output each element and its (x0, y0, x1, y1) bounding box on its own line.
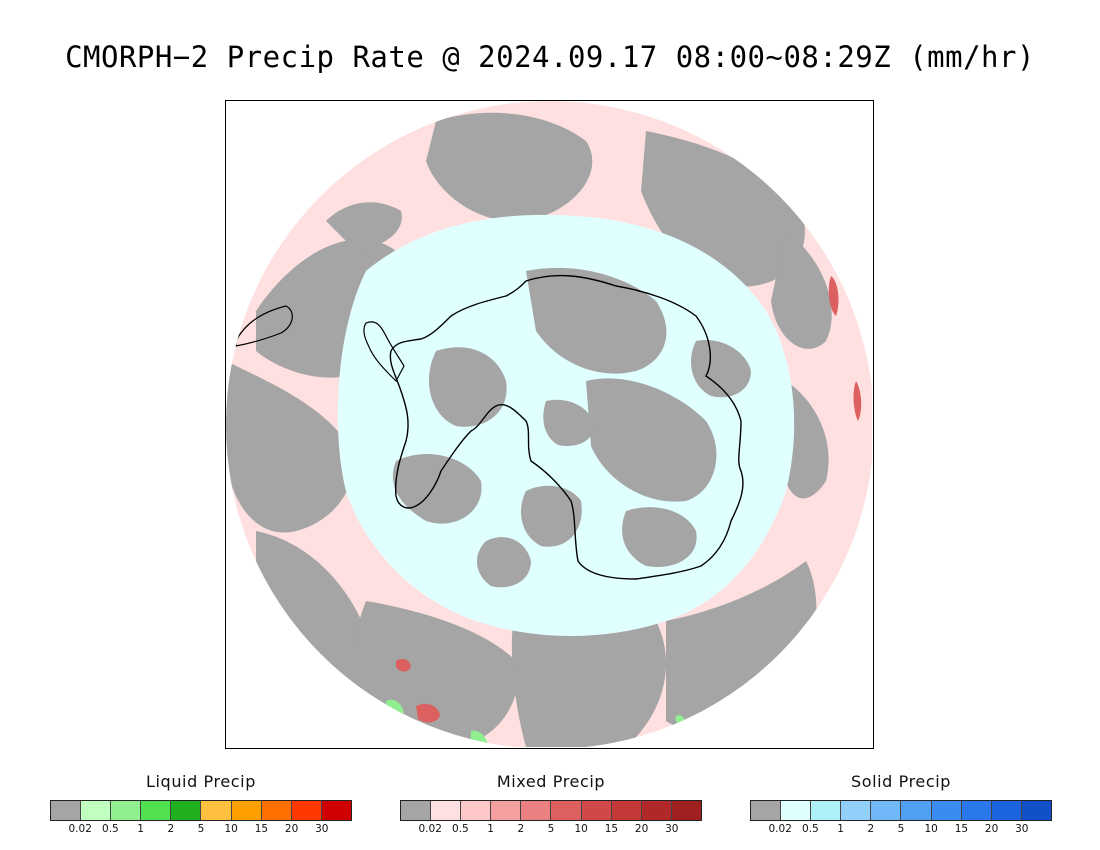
legend-mixed-swatch (641, 801, 672, 820)
legend-mixed-tick-label: 0.02 (418, 823, 442, 835)
legend-liquid-swatch (321, 801, 351, 820)
legend-mixed-tick-label: 15 (604, 823, 619, 835)
legend-solid-swatch (901, 801, 932, 820)
legend-solid-swatch (781, 801, 812, 820)
legend-liquid-tick-label: 20 (284, 823, 299, 835)
legend-liquid-tick-label: 0.5 (102, 823, 119, 835)
legend-mixed-swatch (581, 801, 612, 820)
legend-mixed-tick-label: 10 (574, 823, 588, 835)
legend-liquid-ticks: 0.02 0.5 1 2 5 10 15 20 30 (50, 823, 352, 837)
legend-solid-tick-label: 30 (1015, 823, 1029, 835)
legend-solid-swatch (751, 801, 782, 820)
map-frame (225, 100, 874, 749)
legend-mixed-swatch (431, 801, 462, 820)
legend-liquid-swatch (291, 801, 322, 820)
legend-liquid-bar (50, 800, 352, 821)
legend-liquid-title: Liquid Precip (146, 772, 256, 791)
legend-liquid-tick-label: 15 (254, 823, 269, 835)
legend-mixed-swatch (491, 801, 522, 820)
legend-mixed-swatch (401, 801, 432, 820)
legend-solid-tick-label: 15 (954, 823, 969, 835)
legend-solid-swatch (841, 801, 872, 820)
legend-liquid-tick-label: 5 (197, 823, 205, 835)
legend-liquid-tick-label: 10 (224, 823, 238, 835)
legend-solid-title: Solid Precip (850, 772, 952, 791)
legend-solid-swatch (961, 801, 992, 820)
legend-solid-ticks: 0.02 0.5 1 2 5 10 15 20 30 (750, 823, 1052, 837)
legend-liquid-swatch (231, 801, 262, 820)
legend-mixed-swatch (611, 801, 642, 820)
legend-liquid-tick-label: 0.02 (68, 823, 92, 835)
polar-precip-map (226, 101, 872, 747)
south-america-tip-outline (235, 305, 293, 347)
legend-mixed-tick-label: 0.5 (452, 823, 469, 835)
legend-liquid-swatch (111, 801, 142, 820)
legend-liquid-tick-label: 2 (167, 823, 175, 835)
legend-solid-tick-label: 20 (984, 823, 999, 835)
legend-solid-swatch (811, 801, 842, 820)
legend-liquid-swatch (201, 801, 232, 820)
legend-mixed-bar (400, 800, 702, 821)
legend-mixed-swatch (521, 801, 552, 820)
legend-liquid-swatch (51, 801, 82, 820)
antarctica-coastline (389, 274, 744, 580)
antarctic-peninsula-outline (363, 321, 405, 382)
legend-solid-tick-label: 2 (867, 823, 875, 835)
legend-solid-swatch (1021, 801, 1051, 820)
page-title: CMORPH−2 Precip Rate @ 2024.09.17 08:00∼… (65, 40, 1035, 74)
legend-liquid-tick-label: 30 (315, 823, 329, 835)
legend-solid-tick-label: 0.5 (802, 823, 819, 835)
legend-solid-tick-label: 1 (837, 823, 844, 835)
legend-mixed-tick-label: 20 (634, 823, 649, 835)
legend-liquid-swatch (171, 801, 202, 820)
legend-mixed-swatch (461, 801, 492, 820)
legend-liquid-swatch (81, 801, 112, 820)
legend-liquid-tick-label: 1 (137, 823, 144, 835)
legend-solid-tick-label: 10 (924, 823, 938, 835)
legend-solid-swatch (991, 801, 1022, 820)
legend-mixed-ticks: 0.02 0.5 1 2 5 10 15 20 30 (400, 823, 702, 837)
mixed-precip-heavy-patches (396, 276, 862, 723)
legend-liquid: Liquid Precip 0.02 0.5 1 2 5 10 15 20 30 (50, 770, 352, 840)
legend-liquid-swatch (261, 801, 292, 820)
legend-liquid-swatch (141, 801, 172, 820)
legend-mixed-swatch (551, 801, 582, 820)
legend-solid-swatch (931, 801, 962, 820)
legend-mixed-title: Mixed Precip (496, 772, 606, 791)
legend-mixed-tick-label: 1 (487, 823, 494, 835)
legend-solid-bar (750, 800, 1052, 821)
legend-mixed-tick-label: 2 (517, 823, 525, 835)
legend-mixed-tick-label: 5 (547, 823, 555, 835)
legend-mixed-swatch (671, 801, 701, 820)
legend-solid-tick-label: 5 (897, 823, 905, 835)
legend-solid-tick-label: 0.02 (768, 823, 792, 835)
legend-mixed-tick-label: 30 (665, 823, 679, 835)
continent-trace-streaks (392, 267, 751, 588)
legend-solid-swatch (871, 801, 902, 820)
legend-mixed: Mixed Precip 0.02 0.5 1 2 5 10 15 20 30 (400, 770, 702, 840)
legend-solid: Solid Precip 0.02 0.5 1 2 5 10 15 20 30 (750, 770, 1052, 840)
